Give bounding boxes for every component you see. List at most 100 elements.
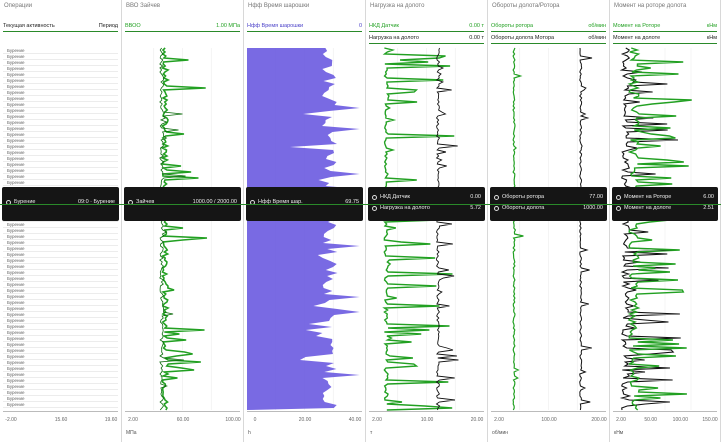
operation-row[interactable]: Бурение [3, 150, 118, 156]
x-axis-ticks: 2.00 100.00 200.00 [491, 417, 607, 425]
operation-row[interactable]: Бурение [3, 126, 118, 132]
operation-row[interactable]: Бурение [3, 66, 118, 72]
tooltip-value: 09:0 · Бурение [77, 199, 115, 205]
panel-title: Нфф Время шарошки [248, 3, 310, 9]
operation-row[interactable]: Бурение [3, 138, 118, 144]
legend-row[interactable]: Нфф Время шарошки 0 [247, 22, 362, 32]
axis-unit: т [370, 430, 373, 436]
series-line-green [512, 47, 524, 411]
legend-row[interactable]: Текущая активность Период [3, 22, 118, 32]
tick-label: 100.00 [672, 417, 688, 423]
operation-row[interactable]: Бурение [3, 318, 118, 324]
operation-row[interactable]: Бурение [3, 54, 118, 60]
legend-row[interactable]: Обороты долота Мотора об/мин [491, 34, 606, 44]
tooltip-row: Обороты ротора 77.00 [494, 194, 603, 204]
operation-row[interactable]: Бурение [3, 354, 118, 360]
legend-value: кНм [706, 23, 717, 29]
operation-row[interactable]: Бурение [3, 396, 118, 402]
legend-row[interactable]: Нагрузка на долото 0.00 т [369, 34, 484, 44]
operation-row[interactable]: Бурение [3, 282, 118, 288]
operation-row[interactable]: Бурение [3, 264, 118, 270]
operation-row[interactable]: Бурение [3, 312, 118, 318]
operation-row[interactable]: Бурение [3, 390, 118, 396]
operation-row[interactable]: Бурение [3, 288, 118, 294]
track-plot[interactable] [247, 48, 362, 410]
operation-row[interactable]: Бурение [3, 108, 118, 114]
operation-row[interactable]: Бурение [3, 330, 118, 336]
operation-row[interactable]: Бурение [3, 246, 118, 252]
operation-row[interactable]: Бурение [3, 276, 118, 282]
operation-row[interactable]: Бурение [3, 174, 118, 180]
x-axis-ticks: 2.00 60.00 100.00 [125, 417, 241, 425]
legend-row[interactable]: ВВОО 1.00 МПа [125, 22, 240, 32]
x-axis-line [369, 411, 484, 415]
operation-row[interactable]: Бурение [3, 48, 118, 54]
operation-row[interactable]: Бурение [3, 132, 118, 138]
axis-unit: МПа [126, 430, 137, 436]
series-line-dark [619, 47, 681, 411]
tooltip-row: НКД Датчик 0.00 [372, 194, 481, 204]
operation-row[interactable]: Бурение [3, 144, 118, 150]
operation-row[interactable]: Бурение [3, 180, 118, 186]
legend-value: кНм [706, 35, 717, 41]
track-plot[interactable] [125, 47, 240, 411]
tick-label: 19.60 [104, 417, 118, 423]
tick-label: 20.00 [298, 417, 312, 423]
operation-row[interactable]: Бурение [3, 162, 118, 168]
series-swatch-icon [372, 195, 377, 200]
tick-label: 20.00 [470, 417, 484, 423]
track-plot[interactable] [491, 47, 606, 411]
operation-row[interactable]: Бурение [3, 96, 118, 102]
series-swatch-icon [616, 206, 621, 211]
legend-row[interactable]: Момент на долоте кНм [613, 34, 717, 44]
legend-row[interactable]: НКД Датчик 0.00 т [369, 22, 484, 32]
operation-row[interactable]: Бурение [3, 72, 118, 78]
legend-value: об/мин [588, 23, 606, 29]
operation-row[interactable]: Бурение [3, 114, 118, 120]
operation-row[interactable]: Бурение [3, 402, 118, 408]
operation-row[interactable]: Бурение [3, 78, 118, 84]
operation-row[interactable]: Бурение [3, 102, 118, 108]
operation-row[interactable]: Бурение [3, 228, 118, 234]
tick-label: 15.60 [54, 417, 68, 423]
operation-row[interactable]: Бурение [3, 294, 118, 300]
tooltip-name: Нфф Время шар. [258, 199, 303, 205]
tick-label: 10.00 [420, 417, 434, 423]
x-axis-line [491, 411, 606, 415]
operation-row[interactable]: Бурение [3, 120, 118, 126]
operation-row[interactable]: Бурение [3, 84, 118, 90]
operation-row[interactable]: Бурение [3, 366, 118, 372]
operation-row[interactable]: Бурение [3, 90, 118, 96]
operation-row[interactable]: Бурение [3, 222, 118, 228]
operation-row[interactable]: Бурение [3, 324, 118, 330]
operation-row[interactable]: Бурение [3, 234, 118, 240]
tick-label: 100.00 [541, 417, 557, 423]
operation-row[interactable]: Бурение [3, 384, 118, 390]
operation-row[interactable]: Бурение [3, 258, 118, 264]
operation-row[interactable]: Бурение [3, 372, 118, 378]
tick-label: 0 [253, 417, 257, 423]
operation-row[interactable]: Бурение [3, 300, 118, 306]
operation-row[interactable]: Бурение [3, 378, 118, 384]
legend-row[interactable]: Момент на Роторе кНм [613, 22, 717, 32]
operation-row[interactable]: Бурение [3, 240, 118, 246]
tooltip-value: 1000.00 / 2000.00 [192, 199, 237, 205]
operation-row[interactable]: Бурение [3, 306, 118, 312]
operation-row[interactable]: Бурение [3, 348, 118, 354]
x-axis-line [613, 411, 717, 415]
track-plot[interactable] [369, 47, 484, 411]
operation-row[interactable]: Бурение [3, 342, 118, 348]
track-plot[interactable] [613, 47, 717, 411]
tooltip-name: Момент на Роторе [624, 194, 672, 200]
tick-label: 50.00 [644, 417, 657, 423]
operation-row[interactable]: Бурение [3, 156, 118, 162]
operation-row[interactable]: Бурение [3, 336, 118, 342]
operation-row[interactable]: Бурение [3, 360, 118, 366]
legend-row[interactable]: Обороты ротора об/мин [491, 22, 606, 32]
operation-row[interactable]: Бурение [3, 252, 118, 258]
operation-row[interactable]: Бурение [3, 168, 118, 174]
series-line-dark [435, 47, 459, 411]
operation-row[interactable]: Бурение [3, 60, 118, 66]
operation-row[interactable]: Бурение [3, 270, 118, 276]
x-axis-line [3, 411, 118, 415]
